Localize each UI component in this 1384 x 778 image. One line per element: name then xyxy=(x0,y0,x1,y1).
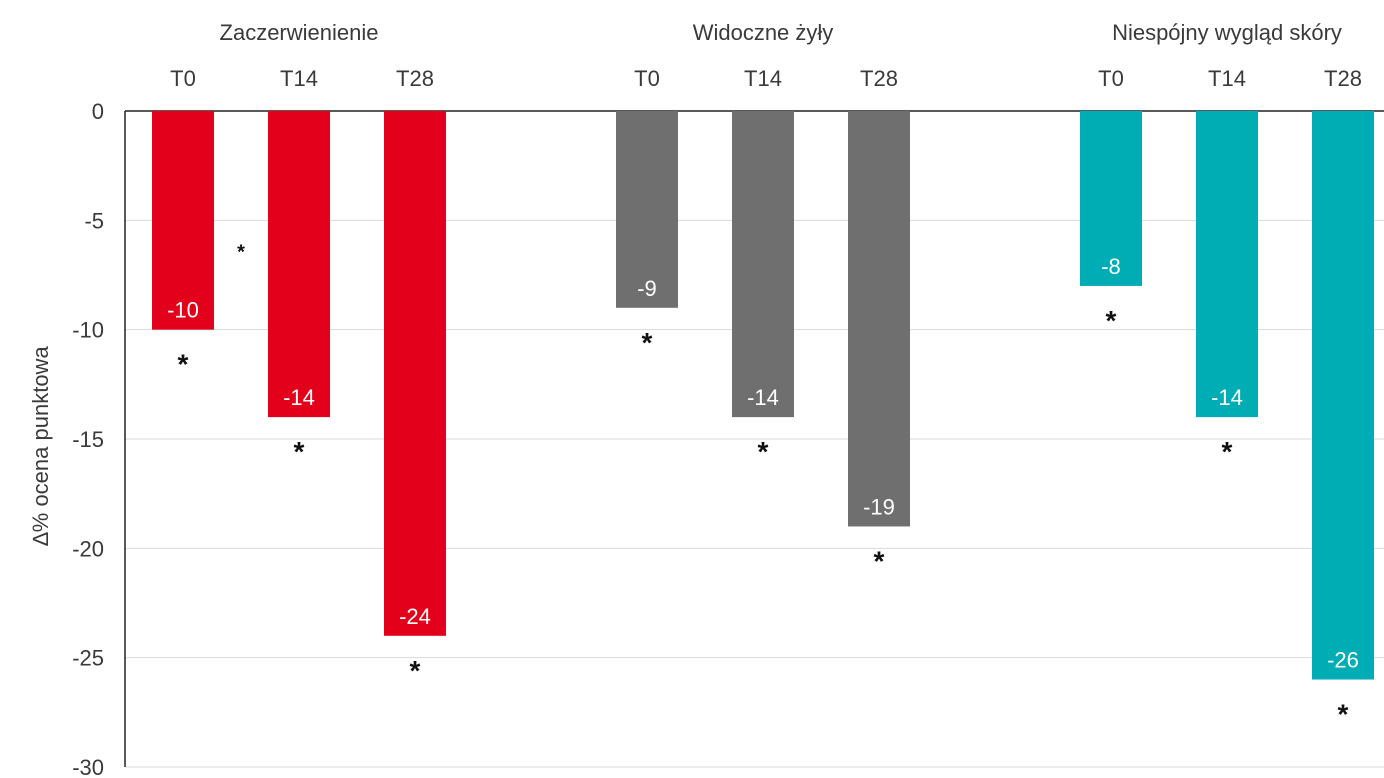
bar xyxy=(732,111,794,418)
period-label: T14 xyxy=(280,66,318,91)
period-label: T28 xyxy=(396,66,434,91)
bar xyxy=(268,111,330,418)
data-label: -9 xyxy=(637,276,657,301)
data-label: -19 xyxy=(863,494,895,519)
bar xyxy=(848,111,910,527)
significance-marker: * xyxy=(178,349,189,380)
period-label: T0 xyxy=(634,66,660,91)
significance-marker: * xyxy=(410,655,421,686)
gridlines xyxy=(125,219,1384,768)
significance-annotation: * xyxy=(237,242,245,264)
significance-marker: * xyxy=(874,545,885,576)
data-label: -8 xyxy=(1101,254,1121,279)
y-tick-label: -5 xyxy=(84,208,104,233)
group-title: Zaczerwienienie xyxy=(220,20,379,45)
bar xyxy=(1196,111,1258,418)
data-label: -14 xyxy=(747,385,779,410)
data-label: -10 xyxy=(167,298,199,323)
data-label: -24 xyxy=(399,604,431,629)
y-tick-label: -25 xyxy=(72,646,104,671)
group-title: Widoczne żyły xyxy=(693,20,834,45)
y-tick-label: -15 xyxy=(72,427,104,452)
bars-layer xyxy=(152,111,1374,680)
bar xyxy=(616,111,678,308)
bar xyxy=(1080,111,1142,286)
data-label: -26 xyxy=(1327,648,1359,673)
significance-marker: * xyxy=(294,436,305,467)
bar xyxy=(384,111,446,636)
significance-marker: * xyxy=(758,436,769,467)
data-label: -14 xyxy=(283,385,315,410)
group-title: Niespójny wygląd skóry xyxy=(1112,20,1342,45)
period-label: T0 xyxy=(1098,66,1124,91)
y-tick-label: 0 xyxy=(92,99,104,124)
significance-marker: * xyxy=(1106,305,1117,336)
period-label: T28 xyxy=(1324,66,1362,91)
data-label: -14 xyxy=(1211,385,1243,410)
period-label: T14 xyxy=(1208,66,1246,91)
period-label: T14 xyxy=(744,66,782,91)
significance-marker: * xyxy=(1222,436,1233,467)
significance-marker: * xyxy=(642,327,653,358)
y-tick-label: -10 xyxy=(72,318,104,343)
significance-marker: * xyxy=(1338,699,1349,730)
period-label: T28 xyxy=(860,66,898,91)
period-label: T0 xyxy=(170,66,196,91)
bar xyxy=(152,111,214,330)
labels-layer: Zaczerwienienie T0 -10 * T14 -14 * T28 -24 * Widoc… xyxy=(167,20,1362,730)
y-tick-label: -20 xyxy=(72,536,104,561)
bar xyxy=(1312,111,1374,680)
y-axis-label: ∆% ocena punktowa xyxy=(28,346,53,546)
y-tick-label: -30 xyxy=(72,755,104,778)
